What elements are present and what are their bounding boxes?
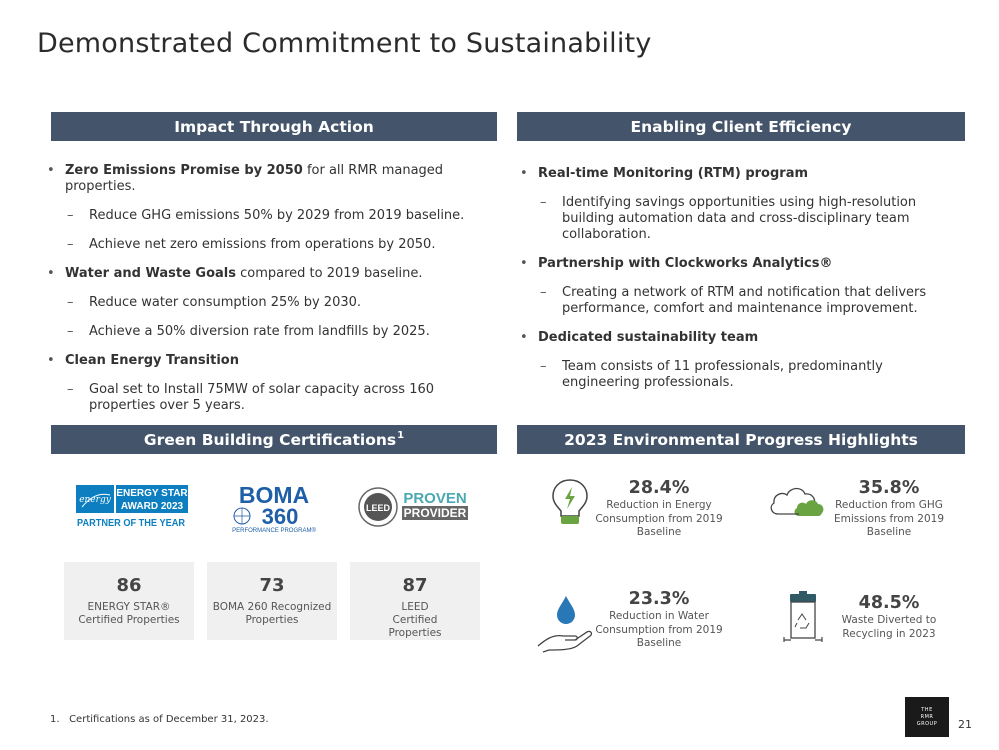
cert-card-leed: 87 LEED Certified Properties [350, 562, 480, 640]
rmr-group-logo: THE RMR GROUP [905, 697, 949, 737]
cert-count: 73 [259, 575, 285, 596]
list-item: Zero Emissions Promise by 2050 for all R… [47, 163, 502, 195]
water-drop-icon [535, 594, 593, 659]
list-item: Water and Waste Goals compared to 2019 b… [47, 266, 502, 282]
highlight-value: 48.5% [858, 593, 920, 613]
energy-star-line1: ENERGY STAR [116, 488, 188, 499]
rtm-bold: Real-time Monitoring (RTM) program [538, 166, 809, 181]
highlight-value: 23.3% [628, 589, 690, 609]
page-title: Demonstrated Commitment to Sustainabilit… [37, 28, 652, 59]
zero-emissions-rest: for all RMR managed properties. [65, 163, 444, 194]
sub-item: Goal set to Install 75MW of solar capaci… [47, 382, 502, 414]
sub-item: Team consists of 11 professionals, predo… [520, 359, 940, 391]
highlight-waste: 48.5% Waste Diverted to Recycling in 202… [834, 593, 944, 641]
clean-energy-bold: Clean Energy Transition [65, 353, 239, 368]
sustainability-team-bold: Dedicated sustainability team [538, 330, 759, 345]
boma-line2: 360 [262, 504, 299, 529]
lightbulb-icon [550, 478, 590, 533]
highlight-label: Reduction in Energy Consumption from 201… [595, 499, 723, 538]
cert-label: ENERGY STAR® Certified Properties [78, 601, 180, 626]
highlight-energy: 28.4% Reduction in Energy Consumption fr… [592, 478, 726, 540]
highlights-header-label: 2023 Environmental Progress Highlights [564, 430, 918, 449]
energy-star-mark-icon: energy ENERGY STAR AWARD 2023 PARTNER OF… [76, 485, 188, 529]
proven-line2: PROVIDER [404, 506, 467, 520]
clockworks-bold: Partnership with Clockworks Analytics® [538, 256, 833, 271]
cert-count: 86 [116, 575, 142, 596]
highlight-value: 28.4% [628, 478, 690, 498]
leed-text: LEED [366, 503, 391, 513]
list-item: Partnership with Clockworks Analytics® [520, 256, 940, 272]
list-item: Clean Energy Transition [47, 353, 502, 369]
cert-card-boma: 73 BOMA 260 Recognized Properties [207, 562, 337, 640]
water-waste-rest: compared to 2019 baseline. [236, 266, 423, 281]
rmr-logo-line1: THE [921, 707, 933, 713]
impact-header-label: Impact Through Action [174, 117, 374, 136]
rmr-logo-line3: GROUP [916, 721, 938, 727]
sub-item: Achieve net zero emissions from operatio… [47, 237, 502, 253]
energy-star-mark-text: energy [79, 495, 112, 505]
leed-proven-provider-logo: LEED PROVEN PROVIDER [358, 487, 470, 527]
sub-item: Reduce GHG emissions 50% by 2029 from 20… [47, 208, 502, 224]
highlight-label: Waste Diverted to Recycling in 2023 [841, 614, 937, 640]
sub-item: Achieve a 50% diversion rate from landfi… [47, 324, 502, 340]
list-item: Dedicated sustainability team [520, 330, 940, 346]
highlight-water: 23.3% Reduction in Water Consumption fro… [592, 589, 726, 651]
highlight-value: 35.8% [858, 478, 920, 498]
efficiency-header: Enabling Client Efficiency [517, 112, 965, 141]
highlight-label: Reduction in Water Consumption from 2019… [595, 610, 723, 649]
highlights-header: 2023 Environmental Progress Highlights [517, 425, 965, 454]
cert-label: BOMA 260 Recognized Properties [212, 601, 332, 626]
cert-count: 87 [402, 575, 428, 596]
highlight-label: Reduction from GHG Emissions from 2019 B… [833, 499, 945, 538]
list-item: Real-time Monitoring (RTM) program [520, 166, 940, 182]
highlight-ghg: 35.8% Reduction from GHG Emissions from … [826, 478, 952, 540]
impact-list: Zero Emissions Promise by 2050 for all R… [47, 163, 502, 414]
water-waste-bold: Water and Waste Goals [65, 266, 236, 281]
leed-mark-icon: LEED PROVEN PROVIDER [358, 487, 468, 527]
zero-emissions-bold: Zero Emissions Promise by 2050 [65, 163, 303, 178]
page-number: 21 [958, 718, 972, 731]
cloud-icon [768, 482, 826, 523]
recycle-bin-icon [782, 590, 824, 651]
efficiency-list: Real-time Monitoring (RTM) program Ident… [520, 166, 940, 391]
green-header: Green Building Certifications 1 [51, 425, 497, 454]
energy-star-logo: energy ENERGY STAR AWARD 2023 PARTNER OF… [76, 485, 188, 529]
impact-header: Impact Through Action [51, 112, 497, 141]
energy-star-line2: AWARD 2023 [121, 501, 184, 512]
sub-item: Creating a network of RTM and notificati… [520, 285, 940, 317]
footnote: 1. Certifications as of December 31, 202… [50, 714, 269, 725]
boma-line1: BOMA [239, 482, 309, 508]
green-header-label: Green Building Certifications [143, 430, 397, 449]
sub-item: Identifying savings opportunities using … [520, 195, 940, 243]
boma-360-logo: BOMA 360 PERFORMANCE PROGRAM® [228, 482, 320, 534]
efficiency-header-label: Enabling Client Efficiency [630, 117, 852, 136]
cert-card-energy-star: 86 ENERGY STAR® Certified Properties [64, 562, 194, 640]
energy-star-line3: PARTNER OF THE YEAR [77, 518, 186, 529]
rmr-logo-line2: RMR [920, 714, 934, 720]
cert-label: LEED Certified Properties [388, 601, 442, 639]
footnote-marker: 1 [397, 430, 405, 441]
boma-line3: PERFORMANCE PROGRAM® [232, 527, 316, 534]
boma-360-mark-icon: BOMA 360 PERFORMANCE PROGRAM® [232, 482, 316, 534]
sub-item: Reduce water consumption 25% by 2030. [47, 295, 502, 311]
proven-line1: PROVEN [403, 490, 466, 507]
